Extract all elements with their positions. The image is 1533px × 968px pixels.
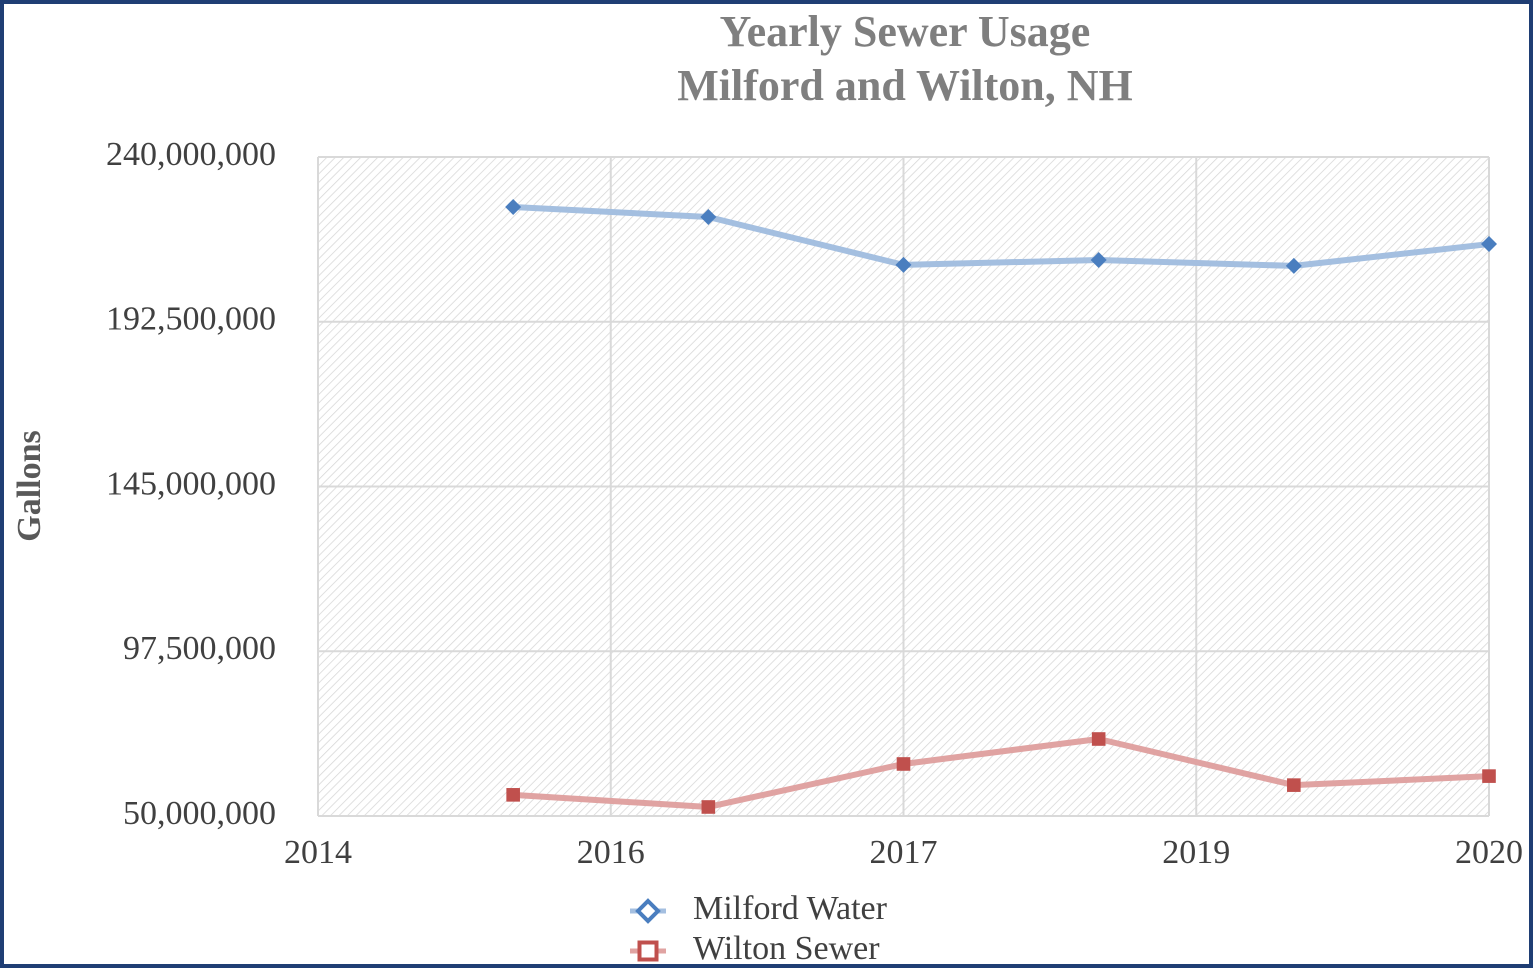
marker: [1090, 252, 1107, 269]
x-tick-label: 2020: [1455, 834, 1523, 871]
legend-label: Wilton Sewer: [693, 930, 880, 967]
marker: [896, 757, 911, 771]
x-tick-label: 2016: [577, 834, 645, 871]
marker: [1481, 236, 1497, 253]
y-tick-label: 145,000,000: [106, 465, 276, 502]
marker: [506, 788, 520, 802]
y-axis-label: Gallons: [11, 430, 48, 541]
marker: [635, 898, 661, 924]
legend-label: Milford Water: [693, 890, 888, 927]
y-tick-label: 192,500,000: [106, 301, 276, 338]
series-line: [512, 736, 1490, 810]
y-tick-label: 240,000,000: [106, 136, 276, 173]
x-tick-label: 2019: [1162, 834, 1230, 871]
marker: [637, 940, 659, 962]
y-tick-label: 50,000,000: [123, 795, 276, 832]
chart-subtitle: Milford and Wilton, NH: [677, 61, 1133, 110]
chart-title: Yearly Sewer Usage: [720, 7, 1091, 56]
x-tick-label: 2014: [284, 834, 352, 871]
marker: [1482, 769, 1496, 783]
series-line: [513, 203, 1490, 269]
marker: [505, 198, 522, 215]
marker: [1287, 778, 1301, 792]
marker: [1285, 257, 1302, 274]
marker: [1091, 732, 1106, 746]
x-tick-label: 2017: [870, 834, 938, 871]
marker: [700, 209, 717, 226]
y-tick-label: 97,500,000: [123, 630, 276, 667]
marker: [895, 256, 912, 273]
marker: [701, 800, 716, 814]
